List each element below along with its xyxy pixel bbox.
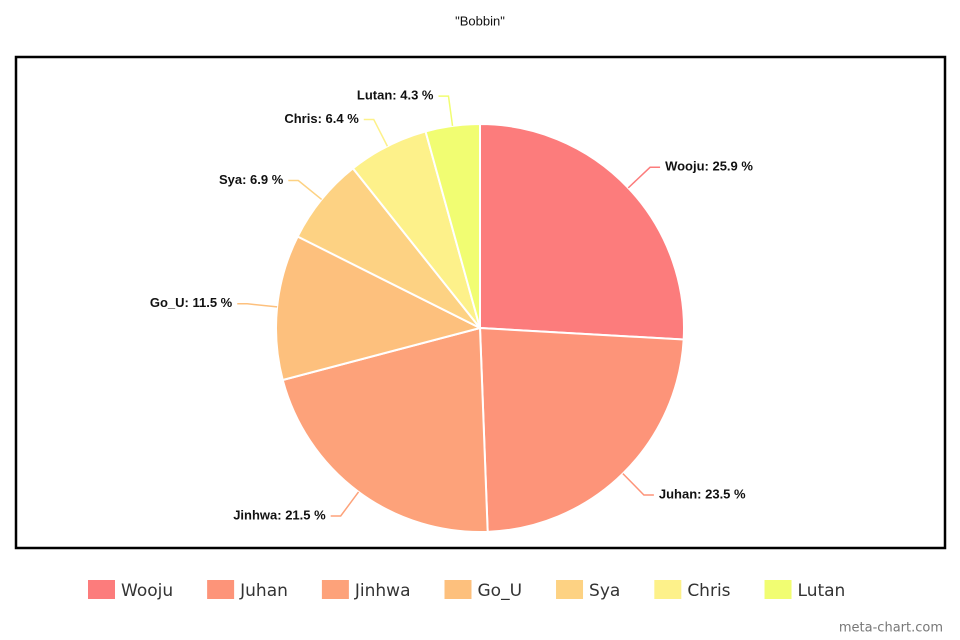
data-label: Chris: 6.4 % — [284, 111, 359, 126]
data-label: Jinhwa: 21.5 % — [233, 507, 326, 522]
legend-label: Chris — [687, 581, 730, 601]
leader-line — [622, 473, 654, 496]
legend-label: Juhan — [239, 581, 288, 601]
data-label: Go_U: 11.5 % — [150, 295, 233, 310]
pie-slice — [424, 122, 481, 329]
plot-frame — [14, 55, 947, 550]
pie-slice — [281, 326, 489, 533]
legend-swatch — [444, 580, 472, 599]
data-label: Juhan: 23.5 % — [659, 486, 746, 501]
leader-line — [330, 491, 360, 517]
legend-label: Sya — [589, 581, 620, 601]
data-label: Sya: 6.9 % — [219, 172, 284, 187]
leader-line — [237, 303, 278, 308]
data-label: Lutan: 4.3 % — [357, 88, 434, 103]
leader-line — [363, 118, 389, 147]
chart-title: "Bobbin" — [455, 13, 505, 28]
legend-label: Go_U — [478, 581, 523, 601]
leader-line — [627, 166, 661, 189]
data-label: Wooju: 25.9 % — [665, 159, 753, 174]
leader-line — [438, 95, 454, 126]
legend-label: Lutan — [798, 581, 846, 601]
legend-swatch — [321, 580, 349, 599]
legend-swatch — [207, 580, 235, 599]
legend-swatch — [88, 580, 115, 599]
legend-swatch — [556, 580, 584, 599]
leader-line — [288, 179, 323, 201]
legend-swatch — [764, 580, 792, 599]
pie-slice — [275, 235, 483, 382]
legend-swatch — [654, 580, 682, 599]
watermark: meta-chart.com — [839, 621, 943, 636]
legend-label: Jinhwa — [354, 581, 411, 601]
legend-label: Wooju — [121, 581, 173, 601]
